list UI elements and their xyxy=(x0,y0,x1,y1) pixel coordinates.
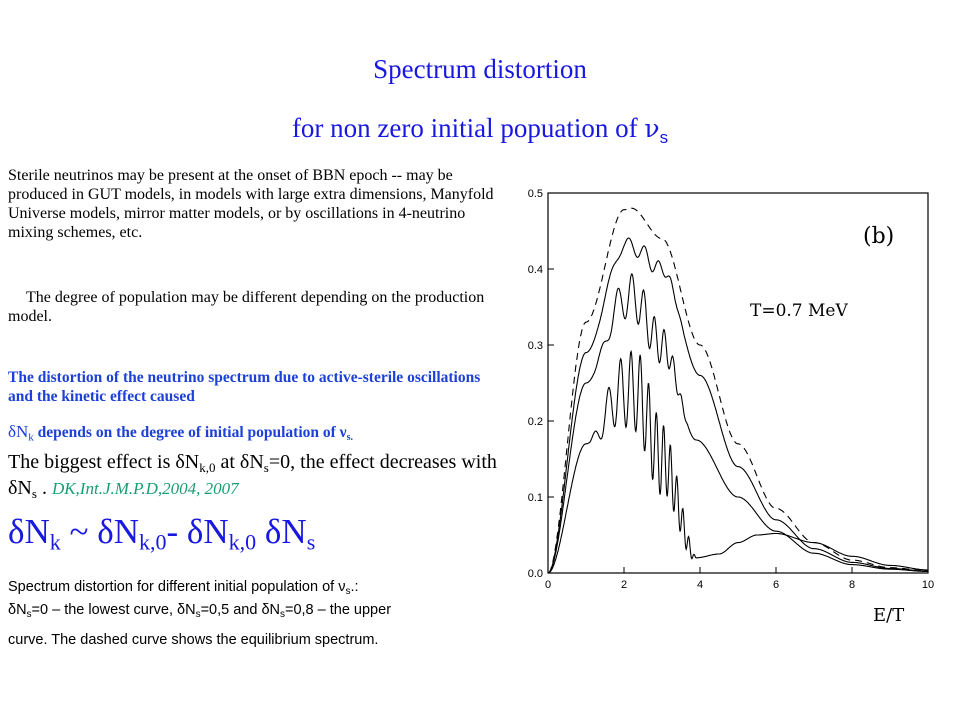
reference: DK,Int.J.M.P.D,2004, 2007 xyxy=(51,478,239,498)
y-tick-label: 0.0 xyxy=(528,568,543,580)
x-tick-label: 2 xyxy=(621,579,627,591)
plot-frame xyxy=(547,192,929,574)
distortion-paragraph: The distortion of the neutrino spectrum … xyxy=(8,369,481,405)
annotation-temperature: T=0.7 MeV xyxy=(750,301,848,321)
slide-subtitle: for non zero initial popuation of νs xyxy=(291,113,669,147)
x-tick-label: 4 xyxy=(697,579,703,591)
x-tick-label: 10 xyxy=(922,579,934,591)
x-tick-label: 0 xyxy=(545,579,551,591)
intro-paragraph: Sterile neutrinos may be present at the … xyxy=(8,167,494,241)
x-tick-label: 6 xyxy=(773,579,779,591)
caption-line-1: Spectrum distortion for different initia… xyxy=(8,579,359,597)
biggest-effect-paragraph: The biggest effect is δNk,0 at δNs=0, th… xyxy=(8,451,497,501)
y-tick-label: 0.2 xyxy=(528,416,543,428)
slide-title: Spectrum distortion xyxy=(373,54,587,84)
population-paragraph: The degree of population may be differen… xyxy=(8,289,485,325)
y-tick-label: 0.4 xyxy=(528,264,543,276)
y-tick-label: 0.1 xyxy=(528,492,543,504)
annotation-b: (b) xyxy=(863,224,894,249)
spectrum-curve-3 xyxy=(547,349,928,574)
spectrum-curve-1 xyxy=(547,237,928,574)
caption-line-3: curve. The dashed curve shows the equili… xyxy=(8,632,379,648)
equilibrium-curve xyxy=(547,207,928,574)
caption-line-2: δNs=0 – the lowest curve, δNs=0,5 and δN… xyxy=(8,602,392,620)
depends-paragraph: δNk depends on the degree of initial pop… xyxy=(8,422,354,444)
spectrum-chart: 0 2 4 6 8 100.00.10.20.30.40.5 (b) T=0.7 MeV … xyxy=(528,188,934,626)
formula: δNk ~ δNk,0- δNk,0 δNs xyxy=(8,512,316,555)
spectrum-curve-2 xyxy=(547,273,928,574)
y-tick-label: 0.5 xyxy=(528,188,543,200)
x-axis-label: E/T xyxy=(873,605,904,626)
y-tick-label: 0.3 xyxy=(528,340,543,352)
x-tick-label: 8 xyxy=(849,579,855,591)
